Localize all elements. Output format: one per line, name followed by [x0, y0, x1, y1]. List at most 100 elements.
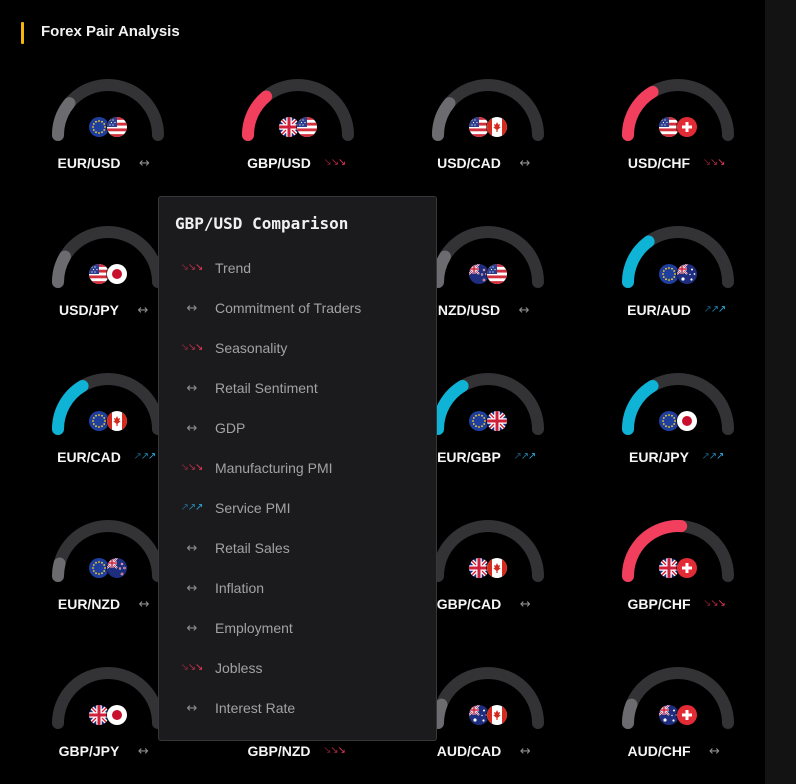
au-flag-icon [659, 705, 679, 725]
pair-label-row: EUR/GBP ↗ ↗ ↗ [388, 449, 588, 465]
gauge [432, 520, 544, 582]
pair-card-nzd-usd[interactable]: NZD/USD ↔ [426, 224, 550, 322]
tooltip-row-commitment-of-traders: ↔ Commitment of Traders [159, 288, 436, 328]
pair-card-usd-cad[interactable]: USD/CAD ↔ [426, 77, 550, 175]
pair-label: EUR/CAD [57, 449, 121, 465]
neutral-arrows-icon: ↔ [519, 743, 531, 759]
pair-label-row: NZD/USD ↔ [388, 302, 588, 318]
gauge [52, 226, 164, 288]
pair-label-row: EUR/AUD ↗ ↗ ↗ [578, 302, 778, 318]
neutral-arrows-icon: ↔ [138, 596, 150, 612]
gauge-fill [52, 379, 89, 435]
pair-flags [616, 558, 740, 578]
pair-card-eur-cad[interactable]: EUR/CAD ↗ ↗ ↗ [46, 371, 170, 469]
pair-label: GBP/USD [247, 155, 311, 171]
us-flag-icon [659, 117, 679, 137]
pair-card-gbp-chf[interactable]: GBP/CHF ↘ ↘ ↘ [616, 518, 740, 616]
gauge [432, 79, 544, 141]
pair-card-gbp-nzd[interactable]: GBP/NZD ↘ ↘ ↘ [236, 665, 360, 763]
gauge [622, 79, 734, 141]
pair-label: USD/CAD [437, 155, 501, 171]
pair-flags [426, 558, 550, 578]
pair-label: AUD/CHF [627, 743, 691, 759]
pair-label: GBP/CHF [627, 596, 691, 612]
neutral-arrows-icon: ↔ [186, 540, 198, 556]
us-flag-icon [107, 117, 127, 137]
pair-card-eur-aud[interactable]: EUR/AUD ↗ ↗ ↗ [616, 224, 740, 322]
bearish-arrows-icon: ↘ ↘ ↘ [180, 262, 204, 273]
tooltip-row-trend: ↘ ↘ ↘ Trend [159, 248, 436, 288]
pair-card-aud-chf[interactable]: AUD/CHF ↔ [616, 665, 740, 763]
gauge-fill [622, 379, 659, 435]
pair-card-gbp-cad[interactable]: GBP/CAD ↔ [426, 518, 550, 616]
pair-label: EUR/JPY [629, 449, 689, 465]
pair-flags [616, 705, 740, 725]
tooltip-row-inflation: ↔ Inflation [159, 568, 436, 608]
tooltip-row-label: Manufacturing PMI [215, 460, 333, 476]
tooltip-row-label: Retail Sales [215, 540, 290, 556]
jp-flag-icon [107, 264, 127, 284]
neutral-arrows-icon: ↔ [518, 302, 530, 318]
pair-card-eur-nzd[interactable]: EUR/NZD ↔ [46, 518, 170, 616]
neutral-arrows-icon: ↔ [186, 700, 198, 716]
pair-label-row: GBP/JPY ↔ [8, 743, 208, 759]
right-gutter [765, 0, 796, 784]
gauge-fill [622, 520, 688, 582]
eu-flag-icon [659, 411, 679, 431]
gauge [622, 667, 734, 729]
us-flag-icon [469, 117, 489, 137]
tooltip-row-label: Service PMI [215, 500, 291, 516]
pair-label: EUR/NZD [57, 596, 121, 612]
tooltip-row-label: Employment [215, 620, 293, 636]
pair-card-aud-cad[interactable]: AUD/CAD ↔ [426, 665, 550, 763]
au-flag-icon [469, 705, 489, 725]
pair-label-row: EUR/NZD ↔ [8, 596, 208, 612]
pair-label: GBP/NZD [247, 743, 311, 759]
pair-label-row: USD/JPY ↔ [8, 302, 208, 318]
pair-label: GBP/CAD [436, 596, 502, 612]
pair-label: AUD/CAD [436, 743, 502, 759]
tooltip-row-retail-sentiment: ↔ Retail Sentiment [159, 368, 436, 408]
neutral-arrows-icon: ↔ [137, 302, 149, 318]
tooltip-row-service-pmi: ↗ ↗ ↗ Service PMI [159, 488, 436, 528]
ch-flag-icon [677, 558, 697, 578]
pair-card-eur-gbp[interactable]: EUR/GBP ↗ ↗ ↗ [426, 371, 550, 469]
eu-flag-icon [659, 264, 679, 284]
pair-label: EUR/USD [57, 155, 121, 171]
gauge-fill [52, 250, 71, 288]
tooltip-row-employment: ↔ Employment [159, 608, 436, 648]
bearish-arrows-icon: ↘ ↘ ↘ [323, 157, 347, 168]
pair-card-gbp-jpy[interactable]: GBP/JPY ↔ [46, 665, 170, 763]
pair-label: EUR/GBP [437, 449, 501, 465]
gauge-track [432, 520, 544, 582]
pair-flags [426, 705, 550, 725]
gauge [432, 373, 544, 435]
gb-flag-icon [487, 411, 507, 431]
pair-flags [236, 117, 360, 137]
gauge [242, 79, 354, 141]
pair-card-usd-chf[interactable]: USD/CHF ↘ ↘ ↘ [616, 77, 740, 175]
neutral-arrows-icon: ↔ [139, 155, 150, 171]
pair-card-eur-jpy[interactable]: EUR/JPY ↗ ↗ ↗ [616, 371, 740, 469]
tooltip-row-label: Jobless [215, 660, 263, 676]
pair-label-row: USD/CHF ↘ ↘ ↘ [578, 155, 778, 171]
ch-flag-icon [677, 705, 697, 725]
neutral-arrows-icon: ↔ [186, 380, 198, 396]
pair-flags [46, 411, 170, 431]
tooltip-rows: ↘ ↘ ↘ Trend ↔ Commitment of Traders ↘ ↘ ↘ Seasona… [159, 248, 436, 728]
pair-card-eur-usd[interactable]: EUR/USD ↔ [46, 77, 170, 175]
gauge [622, 373, 734, 435]
pair-card-gbp-usd[interactable]: GBP/USD ↘ ↘ ↘ [236, 77, 360, 175]
gauge-track [52, 520, 164, 582]
au-flag-icon [677, 264, 697, 284]
neutral-arrows-icon: ↔ [186, 580, 198, 596]
pair-card-usd-jpy[interactable]: USD/JPY ↔ [46, 224, 170, 322]
bullish-arrows-icon: ↗ ↗ ↗ [133, 451, 157, 462]
gb-flag-icon [89, 705, 109, 725]
pair-flags [46, 117, 170, 137]
gb-flag-icon [659, 558, 679, 578]
gauge-fill [432, 698, 448, 729]
bearish-arrows-icon: ↘ ↘ ↘ [180, 462, 204, 473]
gauge-fill [432, 250, 451, 288]
